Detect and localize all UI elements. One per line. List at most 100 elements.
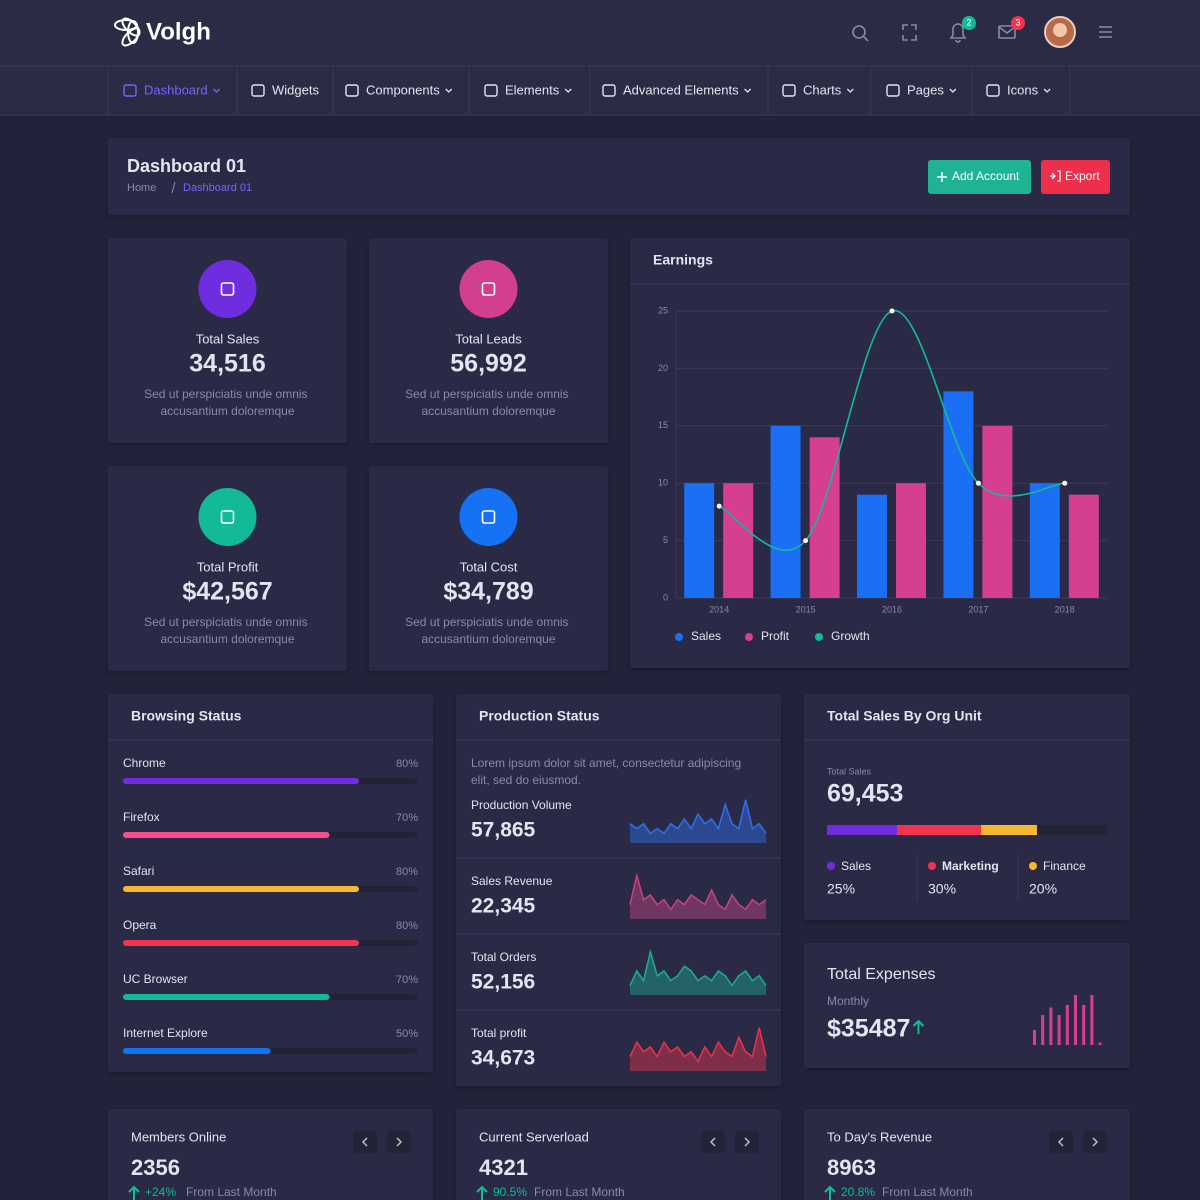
chevron [1092, 1137, 1098, 1147]
stat-icon [198, 260, 257, 318]
card [804, 1109, 1130, 1200]
arrow-up-icon [824, 1185, 836, 1200]
breadcrumb-item[interactable]: Home [127, 182, 156, 194]
mail-icon-flap [998, 26, 1016, 34]
mini-bar [1074, 995, 1077, 1045]
card-title: Current Serverload [479, 1129, 589, 1144]
bell-icon[interactable] [949, 23, 967, 43]
nav-item[interactable]: Elements [505, 82, 560, 97]
nav-icon [123, 84, 137, 97]
logo-icon [114, 17, 141, 47]
expenses-value: $35487 [827, 1015, 910, 1043]
stat-description: Sed ut perspiciatis unde omnis accusanti… [405, 387, 572, 418]
legend-label: Sales [691, 629, 721, 643]
bar [809, 437, 840, 598]
card [456, 1109, 781, 1200]
stat-description: Sed ut perspiciatis unde omnis accusanti… [405, 615, 572, 646]
card [108, 138, 1130, 215]
page-title: Dashboard 01 [127, 156, 246, 176]
export-button[interactable] [1041, 160, 1110, 194]
export-icon [1050, 170, 1061, 182]
breadcrumb-separator [171, 181, 176, 194]
y-tick-label: 25 [658, 305, 668, 315]
sparkline-area [630, 875, 766, 919]
mail-icon[interactable] [998, 25, 1016, 39]
button-label[interactable]: Export [1065, 169, 1100, 183]
card [369, 238, 608, 443]
text-line: accusantium doloremque [421, 404, 555, 418]
mini-bar [1041, 1015, 1045, 1045]
browser-name: Internet Explore [123, 1026, 208, 1040]
text-line: accusantium doloremque [160, 632, 294, 646]
prev-button[interactable] [1049, 1131, 1073, 1153]
nav-item[interactable]: Advanced Elements [623, 82, 739, 97]
browser-name: Chrome [123, 756, 166, 770]
sparkline-area [630, 799, 766, 843]
card-title: Browsing Status [131, 708, 242, 724]
legend-marker [815, 633, 823, 641]
text-line: Lorem ipsum dolor sit amet, consectetur … [471, 756, 744, 770]
nav-item[interactable]: Widgets [272, 82, 319, 97]
arrow-up-icon [128, 1185, 140, 1200]
segment-percent: 25% [827, 881, 855, 897]
card [456, 694, 781, 1086]
change-value: 20.8% [841, 1185, 875, 1199]
text-line: accusantium doloremque [160, 404, 294, 418]
metric-value: 57,865 [471, 819, 536, 842]
legend-label: Finance [1043, 859, 1086, 873]
button-label[interactable]: Add Account [952, 169, 1020, 183]
nav-item[interactable]: Dashboard [144, 82, 208, 97]
nav-item[interactable]: Pages [907, 82, 944, 97]
nav-icon [345, 84, 359, 97]
browser-name: UC Browser [123, 972, 188, 986]
legend-marker [745, 633, 753, 641]
fullscreen-icon[interactable] [902, 24, 917, 41]
nav-item[interactable]: Components [366, 82, 440, 97]
menu-icon[interactable] [1099, 26, 1112, 38]
badge-count: 2 [966, 17, 971, 27]
legend-label: Sales [841, 859, 871, 873]
add-account-button[interactable] [928, 160, 1031, 194]
stat-icon-glyph [481, 282, 496, 296]
chevron [744, 1137, 750, 1147]
nav-chevron [744, 88, 752, 93]
bar [896, 483, 926, 598]
chevron [396, 1137, 402, 1147]
nav-item[interactable]: Icons [1007, 82, 1039, 97]
prev-button[interactable] [353, 1131, 377, 1153]
prev-button[interactable] [701, 1131, 725, 1153]
browser-percent: 50% [396, 1028, 418, 1040]
browser-percent: 70% [396, 812, 418, 824]
legend-marker [928, 862, 936, 870]
metric-label: Sales Revenue [471, 874, 553, 888]
metric-value: 8963 [827, 1155, 876, 1180]
metric-value: 34,673 [471, 1047, 535, 1070]
legend-marker [827, 862, 835, 870]
bar [684, 483, 715, 598]
y-tick-label: 20 [658, 363, 668, 373]
mini-bar [1082, 1005, 1086, 1045]
stat-label: Total Sales [196, 331, 260, 346]
bar [723, 483, 754, 598]
mini-bar [1090, 995, 1094, 1045]
stat-label: Total Leads [455, 331, 522, 346]
next-button[interactable] [735, 1131, 759, 1153]
legend-marker [675, 633, 683, 641]
chevron [1058, 1137, 1064, 1147]
change-note: From Last Month [186, 1185, 277, 1199]
y-tick-label: 5 [663, 535, 668, 545]
bar [770, 425, 801, 598]
card [804, 943, 1130, 1068]
nav-item[interactable]: Charts [803, 82, 842, 97]
legend-label: Profit [761, 629, 790, 643]
card-title: Production Status [479, 708, 600, 724]
stat-icon [459, 488, 518, 546]
next-button[interactable] [387, 1131, 411, 1153]
y-tick-label: 10 [658, 478, 668, 488]
nav-chevron [949, 88, 957, 93]
next-button[interactable] [1083, 1131, 1107, 1153]
legend-label: Marketing [942, 859, 999, 873]
stat-icon-glyph [220, 510, 235, 524]
search-icon[interactable] [852, 25, 866, 39]
